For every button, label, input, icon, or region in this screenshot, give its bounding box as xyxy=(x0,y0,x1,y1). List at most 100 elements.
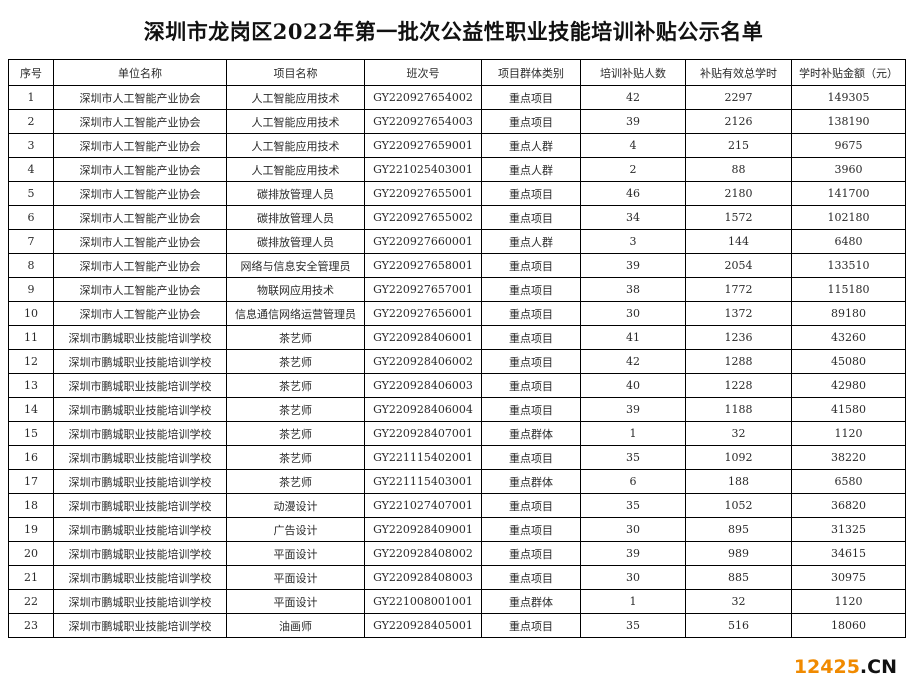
cell-total-hours: 895 xyxy=(685,517,792,542)
cell-project-name: 茶艺师 xyxy=(226,421,365,446)
cell-trainee-count: 4 xyxy=(580,133,686,158)
cell-group-category: 重点项目 xyxy=(481,613,581,638)
table-row: 18 深圳市鹏城职业技能培训学校 动漫设计 GY221027407001 重点项目 35 1… xyxy=(8,493,906,518)
cell-index: 22 xyxy=(8,589,54,614)
cell-project-name: 茶艺师 xyxy=(226,445,365,470)
cell-index: 17 xyxy=(8,469,54,494)
cell-subsidy-amount: 102180 xyxy=(791,205,906,230)
cell-project-name: 人工智能应用技术 xyxy=(226,109,365,134)
cell-group-category: 重点项目 xyxy=(481,517,581,542)
cell-unit-name: 深圳市人工智能产业协会 xyxy=(53,205,227,230)
cell-group-category: 重点群体 xyxy=(481,421,581,446)
table-row: 8 深圳市人工智能产业协会 网络与信息安全管理员 GY220927658001 重点项目… xyxy=(8,253,906,278)
cell-project-name: 动漫设计 xyxy=(226,493,365,518)
cell-index: 15 xyxy=(8,421,54,446)
cell-index: 10 xyxy=(8,301,54,326)
cell-index: 5 xyxy=(8,181,54,206)
cell-total-hours: 2297 xyxy=(685,85,792,110)
cell-trainee-count: 35 xyxy=(580,493,686,518)
cell-total-hours: 2054 xyxy=(685,253,792,278)
cell-project-name: 油画师 xyxy=(226,613,365,638)
cell-trainee-count: 39 xyxy=(580,541,686,566)
cell-index: 13 xyxy=(8,373,54,398)
cell-group-category: 重点人群 xyxy=(481,229,581,254)
cell-group-category: 重点人群 xyxy=(481,157,581,182)
cell-index: 7 xyxy=(8,229,54,254)
cell-group-category: 重点项目 xyxy=(481,397,581,422)
cell-total-hours: 2126 xyxy=(685,109,792,134)
cell-unit-name: 深圳市鹏城职业技能培训学校 xyxy=(53,469,227,494)
cell-total-hours: 32 xyxy=(685,589,792,614)
cell-unit-name: 深圳市鹏城职业技能培训学校 xyxy=(53,589,227,614)
cell-index: 16 xyxy=(8,445,54,470)
table-row: 3 深圳市人工智能产业协会 人工智能应用技术 GY220927659001 重点人群 4 2… xyxy=(8,133,906,158)
header-group-category: 项目群体类别 xyxy=(481,59,581,86)
cell-unit-name: 深圳市鹏城职业技能培训学校 xyxy=(53,421,227,446)
cell-total-hours: 1188 xyxy=(685,397,792,422)
table-row: 16 深圳市鹏城职业技能培训学校 茶艺师 GY221115402001 重点项目 35 10… xyxy=(8,445,906,470)
table-row: 11 深圳市鹏城职业技能培训学校 茶艺师 GY220928406001 重点项目 41 12… xyxy=(8,325,906,350)
cell-index: 4 xyxy=(8,157,54,182)
cell-total-hours: 1572 xyxy=(685,205,792,230)
cell-trainee-count: 39 xyxy=(580,109,686,134)
cell-subsidy-amount: 138190 xyxy=(791,109,906,134)
cell-total-hours: 32 xyxy=(685,421,792,446)
cell-unit-name: 深圳市人工智能产业协会 xyxy=(53,85,227,110)
table-row: 1 深圳市人工智能产业协会 人工智能应用技术 GY220927654002 重点项目 42… xyxy=(8,85,906,110)
header-class-number: 班次号 xyxy=(364,59,482,86)
table-row: 22 深圳市鹏城职业技能培训学校 平面设计 GY221008001001 重点群体 1 32… xyxy=(8,589,906,614)
cell-unit-name: 深圳市鹏城职业技能培训学校 xyxy=(53,397,227,422)
cell-subsidy-amount: 149305 xyxy=(791,85,906,110)
cell-total-hours: 1372 xyxy=(685,301,792,326)
cell-trainee-count: 35 xyxy=(580,613,686,638)
cell-project-name: 人工智能应用技术 xyxy=(226,157,365,182)
cell-index: 1 xyxy=(8,85,54,110)
subsidy-table: 序号 单位名称 项目名称 班次号 项目群体类别 培训补贴人数 补贴有效总学时 学时补贴金额（元… xyxy=(8,59,906,638)
cell-subsidy-amount: 38220 xyxy=(791,445,906,470)
cell-group-category: 重点项目 xyxy=(481,109,581,134)
cell-subsidy-amount: 30975 xyxy=(791,565,906,590)
cell-index: 12 xyxy=(8,349,54,374)
cell-class-number: GY220928408003 xyxy=(364,565,482,590)
cell-subsidy-amount: 18060 xyxy=(791,613,906,638)
cell-class-number: GY220927658001 xyxy=(364,253,482,278)
cell-class-number: GY220927654003 xyxy=(364,109,482,134)
cell-total-hours: 1772 xyxy=(685,277,792,302)
table-row: 9 深圳市人工智能产业协会 物联网应用技术 GY220927657001 重点项目 38 1… xyxy=(8,277,906,302)
cell-trainee-count: 1 xyxy=(580,421,686,446)
cell-unit-name: 深圳市鹏城职业技能培训学校 xyxy=(53,565,227,590)
cell-trainee-count: 35 xyxy=(580,445,686,470)
cell-total-hours: 1092 xyxy=(685,445,792,470)
header-unit-name: 单位名称 xyxy=(53,59,227,86)
cell-index: 9 xyxy=(8,277,54,302)
cell-class-number: GY220927655002 xyxy=(364,205,482,230)
cell-subsidy-amount: 6580 xyxy=(791,469,906,494)
cell-class-number: GY221008001001 xyxy=(364,589,482,614)
cell-total-hours: 215 xyxy=(685,133,792,158)
header-index: 序号 xyxy=(8,59,54,86)
cell-subsidy-amount: 41580 xyxy=(791,397,906,422)
cell-class-number: GY220928406001 xyxy=(364,325,482,350)
cell-subsidy-amount: 43260 xyxy=(791,325,906,350)
cell-project-name: 网络与信息安全管理员 xyxy=(226,253,365,278)
cell-unit-name: 深圳市人工智能产业协会 xyxy=(53,157,227,182)
cell-index: 6 xyxy=(8,205,54,230)
cell-trainee-count: 39 xyxy=(580,253,686,278)
cell-project-name: 茶艺师 xyxy=(226,397,365,422)
cell-class-number: GY220927654002 xyxy=(364,85,482,110)
cell-group-category: 重点项目 xyxy=(481,541,581,566)
cell-project-name: 碳排放管理人员 xyxy=(226,181,365,206)
cell-unit-name: 深圳市人工智能产业协会 xyxy=(53,181,227,206)
cell-group-category: 重点项目 xyxy=(481,301,581,326)
table-row: 23 深圳市鹏城职业技能培训学校 油画师 GY220928405001 重点项目 35 51… xyxy=(8,613,906,638)
cell-class-number: GY220927659001 xyxy=(364,133,482,158)
watermark-number: 12425 xyxy=(793,656,860,678)
cell-subsidy-amount: 133510 xyxy=(791,253,906,278)
cell-project-name: 人工智能应用技术 xyxy=(226,85,365,110)
cell-group-category: 重点项目 xyxy=(481,349,581,374)
header-subsidy-amount: 学时补贴金额（元） xyxy=(791,59,906,86)
cell-unit-name: 深圳市鹏城职业技能培训学校 xyxy=(53,349,227,374)
table-row: 7 深圳市人工智能产业协会 碳排放管理人员 GY220927660001 重点人群 3 14… xyxy=(8,229,906,254)
cell-unit-name: 深圳市人工智能产业协会 xyxy=(53,277,227,302)
table-row: 13 深圳市鹏城职业技能培训学校 茶艺师 GY220928406003 重点项目 40 12… xyxy=(8,373,906,398)
